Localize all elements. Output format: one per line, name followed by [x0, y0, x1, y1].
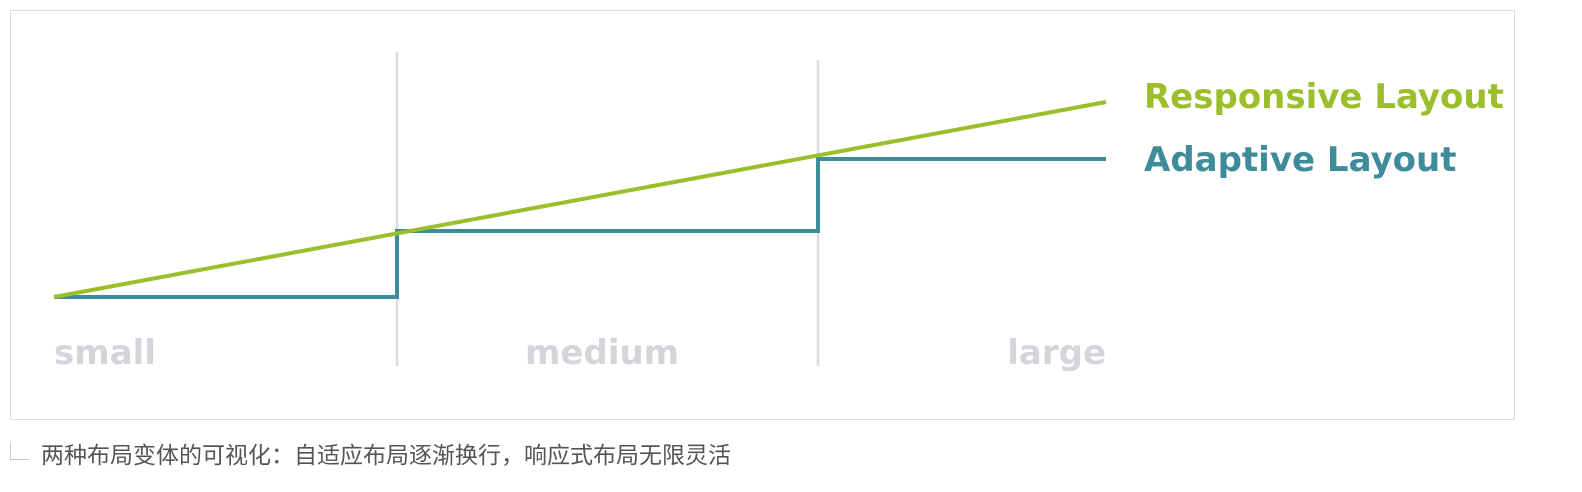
responsive-layout-label: Responsive Layout: [1144, 77, 1504, 117]
zone-label-large: large: [1007, 333, 1106, 373]
adaptive-layout-line: [54, 157, 1106, 299]
adaptive-layout-label: Adaptive Layout: [1144, 140, 1456, 180]
caption-corner-mark: [10, 442, 29, 460]
figure-caption: 两种布局变体的可视化：自适应布局逐渐换行，响应式布局无限灵活: [10, 436, 731, 470]
zone-label-small: small: [54, 333, 156, 373]
layout-variants-diagram: Responsive Layout Adaptive Layout small …: [53, 52, 1504, 373]
caption-text: 两种布局变体的可视化：自适应布局逐渐换行，响应式布局无限灵活: [41, 443, 731, 469]
figure-frame: [10, 10, 1515, 420]
zone-label-medium: medium: [525, 333, 679, 373]
responsive-layout-line: [53, 100, 1107, 299]
